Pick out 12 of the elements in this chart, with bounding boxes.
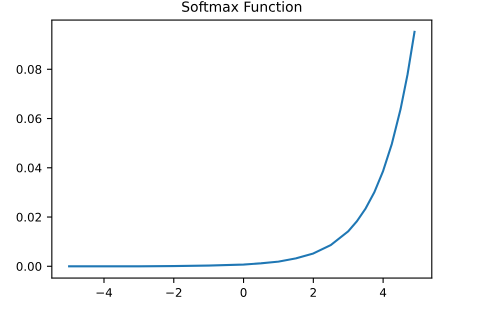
x-tick-label: 4 xyxy=(380,288,386,297)
x-tick-label: −2 xyxy=(166,288,182,297)
y-tick-label: 0.02 xyxy=(16,212,41,222)
x-tick-label: −4 xyxy=(96,288,112,297)
y-tick-label: 0.04 xyxy=(16,164,42,172)
chart-title: Softmax Function xyxy=(182,1,302,12)
y-tick-label: 0.08 xyxy=(16,65,42,74)
y-tick-label: 0.00 xyxy=(16,262,42,271)
x-tick-label: 2 xyxy=(310,288,316,297)
line-series xyxy=(68,30,416,268)
y-tick-label: 0.06 xyxy=(16,114,42,124)
x-tick-label: 0 xyxy=(240,288,247,297)
